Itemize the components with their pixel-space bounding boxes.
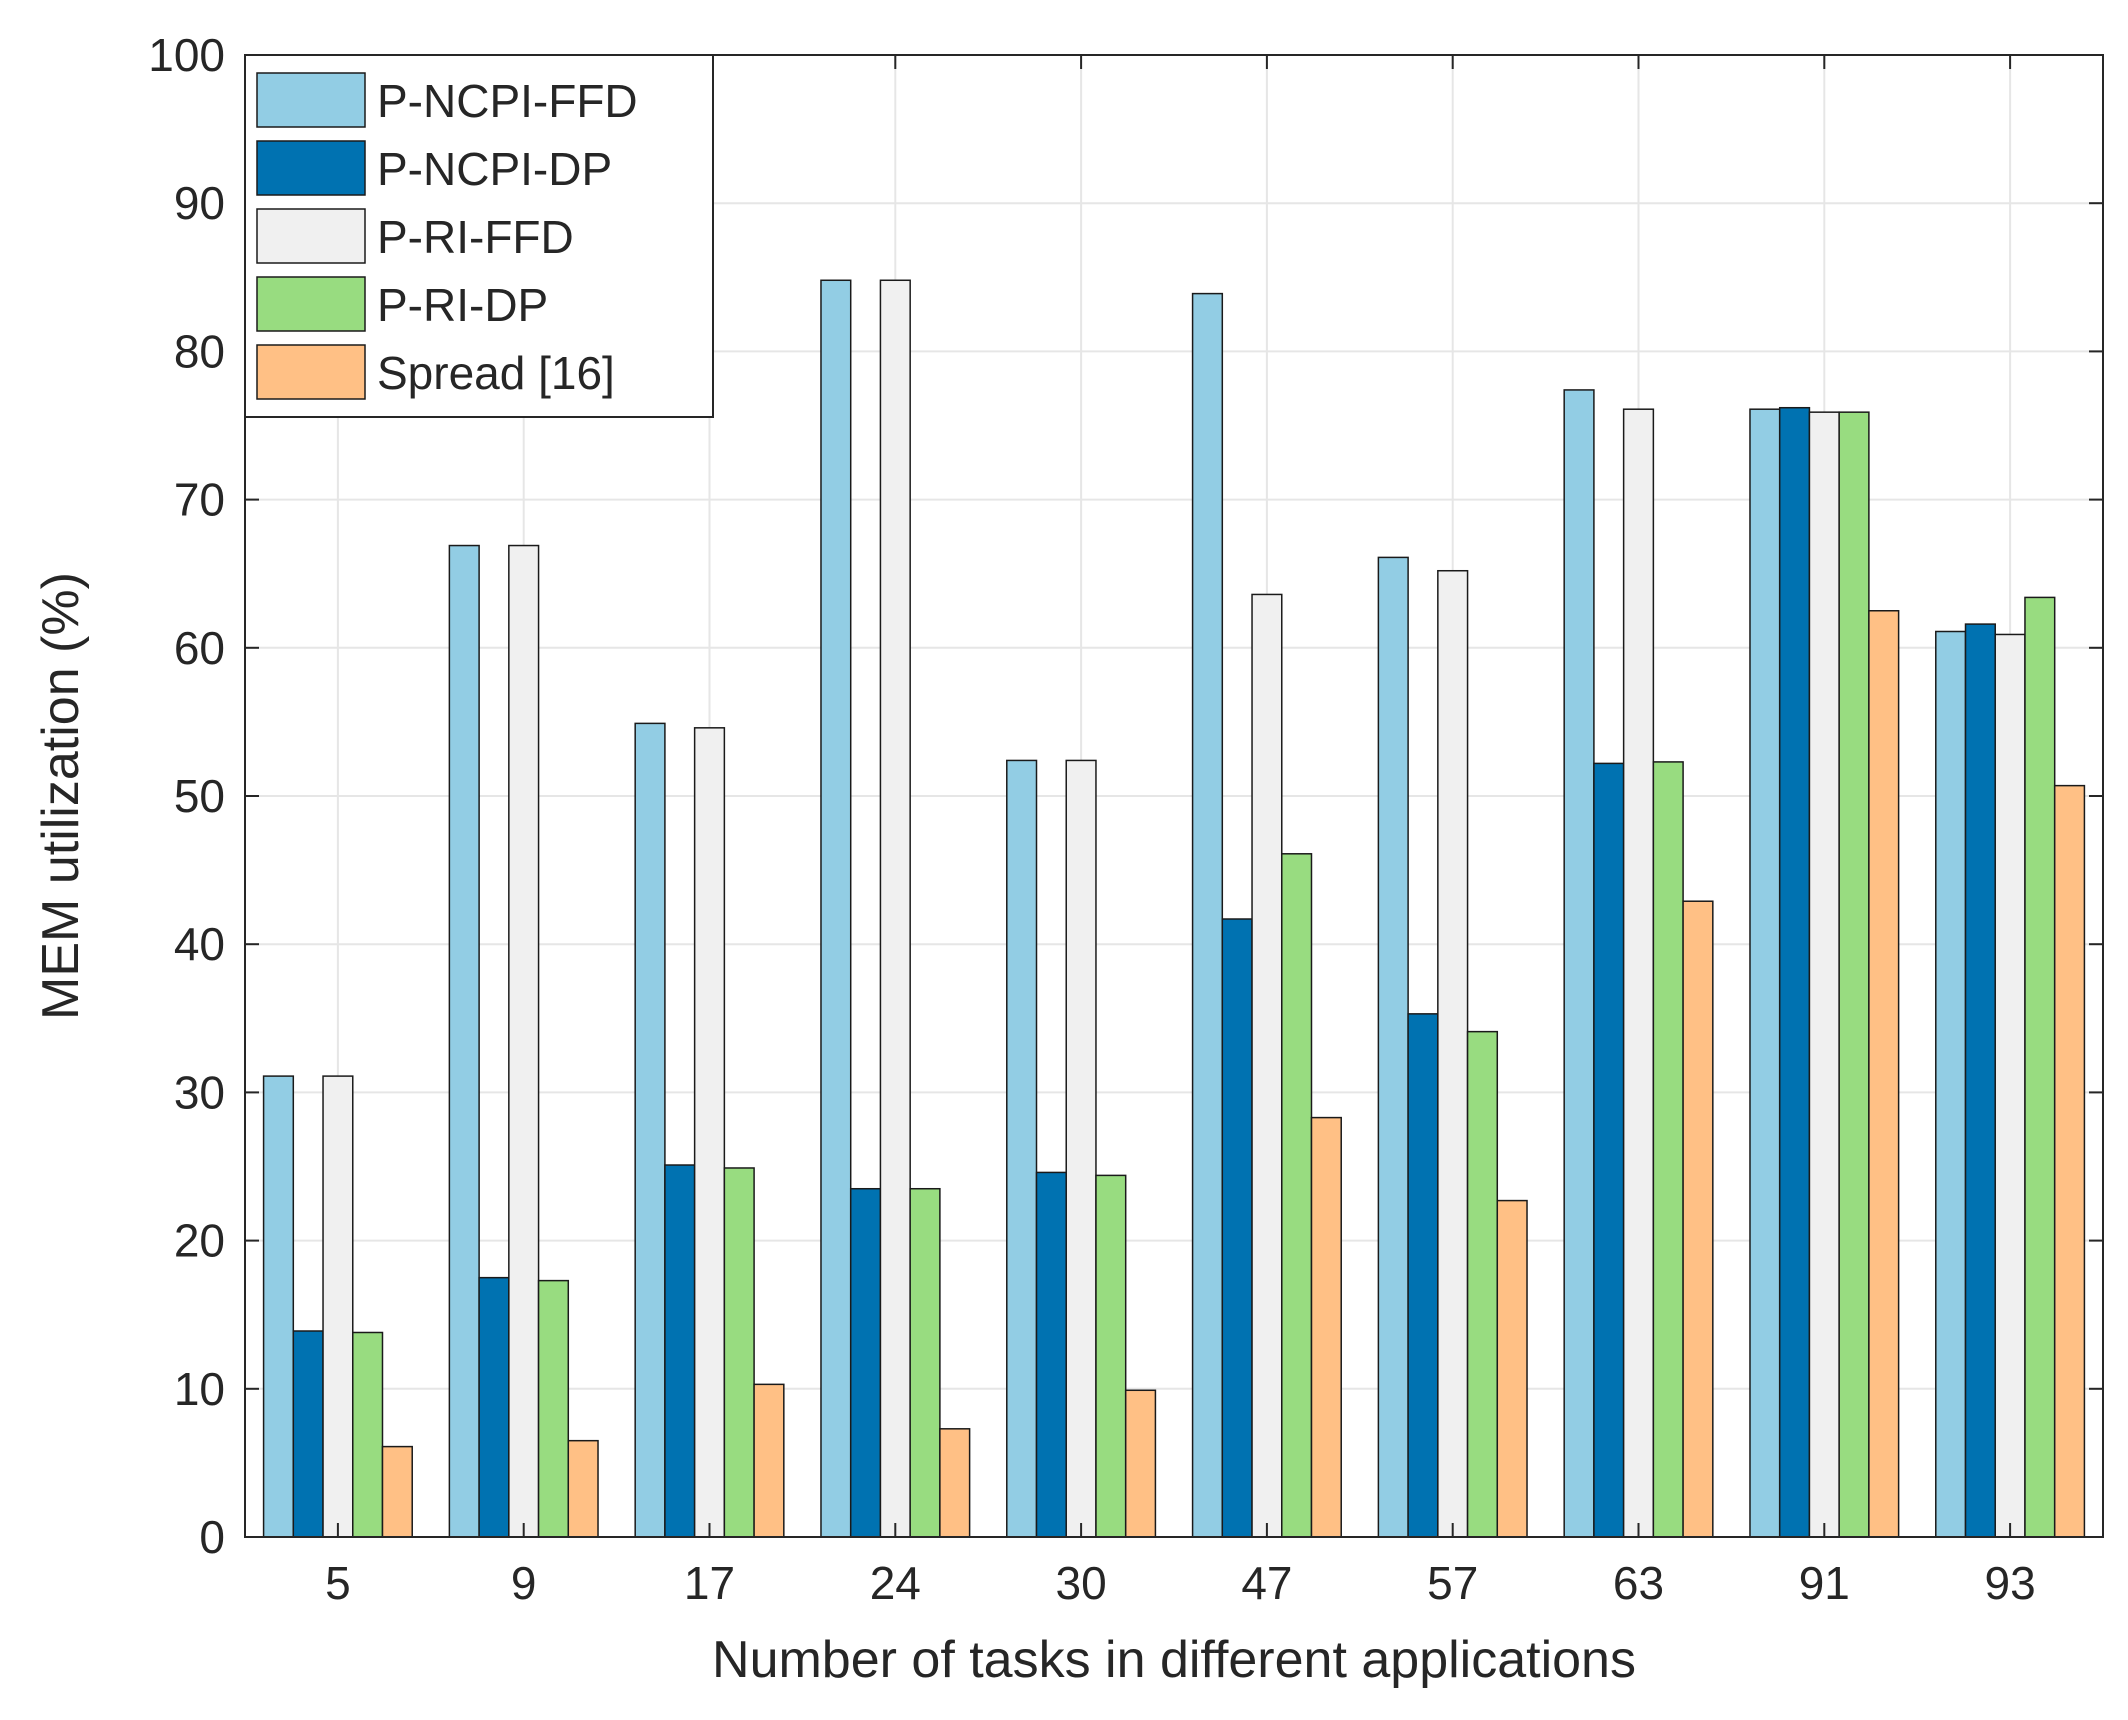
bar-p-ncpi-ffd-5 [262,1075,295,1538]
legend-label: Spread [16] [377,347,615,399]
legend-swatch [256,72,366,128]
y-tick-label: 40 [174,918,225,970]
bar-spread-16-91 [1868,610,1900,1538]
bar-spread-16-57 [1496,1199,1528,1538]
bar-spread-16-17 [753,1383,785,1538]
y-tick-label: 30 [174,1066,225,1118]
bar-p-ri-dp-57 [1466,1030,1499,1538]
bar-p-ri-dp-47 [1281,853,1313,1538]
bar-spread-16-5 [381,1445,413,1538]
bar-p-ncpi-ffd-47 [1191,292,1224,1538]
bar-p-ncpi-dp-9 [478,1276,510,1538]
x-tick-label: 47 [1241,1557,1292,1609]
x-axis-title: Number of tasks in different application… [712,1631,1636,1689]
bar-p-ri-ffd-5 [322,1075,354,1538]
legend: P-NCPI-FFD P-NCPI-DP P-RI-FFD P-RI-DP Spread… [244,54,714,418]
bar-spread-16-93 [2053,784,2086,1538]
y-tick-label: 10 [174,1363,225,1415]
bar-p-ncpi-dp-91 [1778,406,1811,1538]
y-axis-ticks: 0 10 20 30 40 50 60 70 80 90 100 [148,29,2103,1563]
y-tick-label: 70 [174,474,225,526]
legend-swatch [256,344,366,400]
bar-p-ncpi-ffd-57 [1377,556,1409,1538]
bar-p-ncpi-dp-57 [1407,1013,1439,1538]
bar-p-ri-ffd-47 [1251,593,1283,1538]
x-tick-label: 5 [325,1557,351,1609]
bar-p-ncpi-dp-5 [292,1330,324,1538]
bar-spread-16-63 [1682,900,1714,1538]
y-tick-label: 90 [174,177,225,229]
bar-p-ri-dp-17 [723,1167,755,1538]
bar-p-ncpi-dp-93 [1964,623,1996,1538]
x-tick-label: 63 [1613,1557,1664,1609]
legend-swatch [256,140,366,196]
bars [262,279,2086,1538]
bar-p-ri-dp-5 [352,1331,384,1538]
bar-spread-16-47 [1310,1116,1342,1538]
bar-p-ri-ffd-91 [1808,411,1840,1538]
legend-swatch [256,208,366,264]
bar-p-ncpi-dp-63 [1593,762,1625,1538]
x-tick-label: 93 [1985,1557,2036,1609]
bar-p-ncpi-ffd-24 [820,279,852,1538]
bar-p-ri-ffd-30 [1065,759,1097,1538]
y-tick-label: 0 [199,1511,225,1563]
y-axis-title: MEM utilization (%) [32,572,90,1020]
bar-p-ri-dp-9 [537,1279,570,1538]
bar-p-ri-ffd-57 [1437,569,1469,1538]
bar-p-ri-ffd-93 [1994,633,2026,1538]
bar-p-ncpi-ffd-30 [1006,759,1038,1538]
bar-spread-16-9 [567,1439,599,1538]
bar-p-ri-dp-63 [1652,761,1684,1538]
bar-p-ri-dp-93 [2024,596,2056,1538]
bar-p-ncpi-ffd-93 [1935,630,1967,1538]
y-tick-label: 20 [174,1215,225,1267]
y-tick-label: 60 [174,622,225,674]
x-tick-label: 24 [870,1557,921,1609]
bar-p-ri-dp-91 [1838,411,1870,1538]
legend-label: P-NCPI-DP [377,143,612,195]
y-tick-label: 50 [174,770,225,822]
y-tick-label: 80 [174,325,225,377]
bar-p-ri-dp-24 [909,1187,941,1538]
bar-p-ncpi-ffd-91 [1749,408,1781,1538]
bar-spread-16-30 [1124,1389,1157,1538]
bar-p-ncpi-ffd-63 [1563,389,1595,1538]
bar-p-ncpi-dp-24 [849,1187,882,1538]
legend-label: P-NCPI-FFD [377,75,638,127]
bar-p-ncpi-ffd-9 [448,544,480,1538]
y-tick-label: 100 [148,29,225,81]
legend-swatch [256,276,366,332]
x-tick-label: 9 [511,1557,537,1609]
x-tick-label: 91 [1799,1557,1850,1609]
bar-p-ri-ffd-17 [693,727,726,1538]
bar-p-ncpi-ffd-17 [634,722,666,1538]
bar-p-ri-dp-30 [1095,1174,1127,1538]
legend-label: P-RI-DP [377,279,548,331]
x-axis-ticks: 5 9 17 24 30 47 57 63 91 93 [325,55,2036,1609]
bar-p-ncpi-dp-47 [1221,918,1253,1538]
bar-p-ri-ffd-24 [879,279,911,1538]
bar-p-ncpi-dp-30 [1035,1171,1067,1538]
bar-spread-16-24 [939,1428,971,1538]
bar-p-ri-ffd-9 [508,544,540,1538]
legend-label: P-RI-FFD [377,211,574,263]
x-tick-label: 17 [684,1557,735,1609]
bar-p-ncpi-dp-17 [664,1164,696,1538]
x-tick-label: 30 [1056,1557,1107,1609]
x-tick-label: 57 [1427,1557,1478,1609]
bar-p-ri-ffd-63 [1622,408,1655,1538]
